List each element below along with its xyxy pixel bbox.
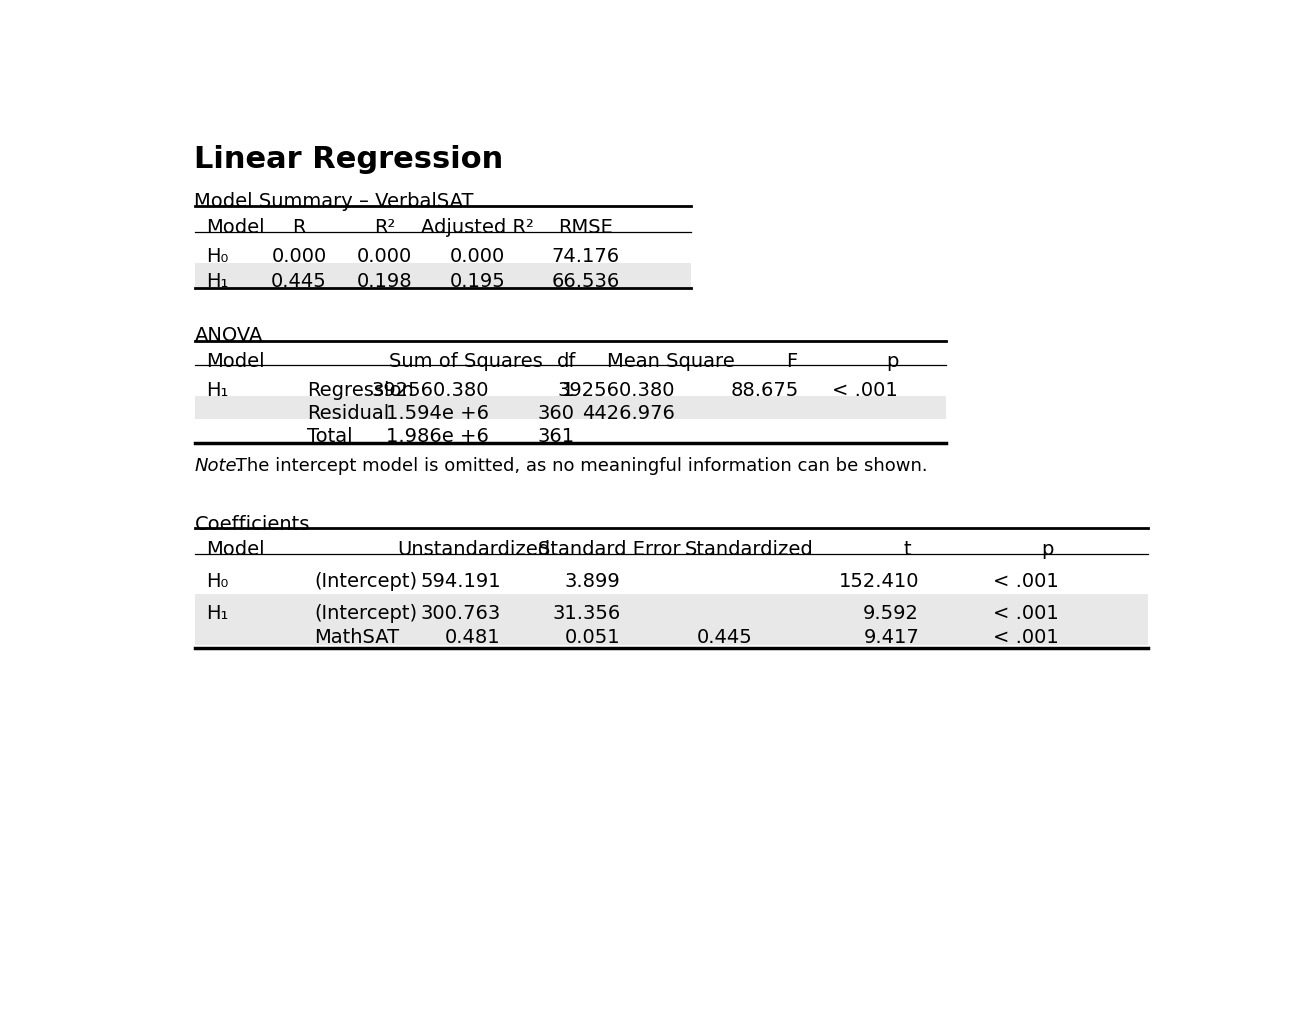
- Text: < .001: < .001: [832, 381, 899, 399]
- Text: Standardized: Standardized: [684, 539, 814, 558]
- Text: 0.198: 0.198: [357, 271, 412, 290]
- Text: Model Summary – VerbalSAT: Model Summary – VerbalSAT: [195, 192, 473, 211]
- Text: 360: 360: [538, 404, 574, 423]
- Text: 300.763: 300.763: [420, 604, 501, 623]
- Text: 0.195: 0.195: [450, 271, 505, 290]
- Text: 0.000: 0.000: [272, 247, 327, 266]
- Text: p: p: [1041, 539, 1053, 558]
- Text: 9.592: 9.592: [863, 604, 920, 623]
- Text: 1.986e +6: 1.986e +6: [386, 427, 489, 446]
- Text: Residual: Residual: [307, 404, 388, 423]
- Text: 0.445: 0.445: [271, 271, 327, 290]
- Text: Standard Error: Standard Error: [538, 539, 680, 558]
- Text: 392560.380: 392560.380: [557, 381, 675, 399]
- Bar: [195, 595, 1147, 645]
- Text: Sum of Squares: Sum of Squares: [388, 352, 543, 371]
- Text: H₁: H₁: [207, 381, 229, 399]
- Text: Model: Model: [207, 539, 264, 558]
- Text: The intercept model is omitted, as no meaningful information can be shown.: The intercept model is omitted, as no me…: [230, 457, 927, 474]
- Text: H₁: H₁: [207, 271, 229, 290]
- Bar: [195, 264, 691, 288]
- Text: 3.899: 3.899: [565, 572, 621, 590]
- Text: df: df: [557, 352, 577, 371]
- Text: 0.445: 0.445: [697, 627, 752, 646]
- Text: (Intercept): (Intercept): [315, 572, 417, 590]
- Text: t: t: [904, 539, 912, 558]
- Text: R: R: [293, 218, 306, 236]
- Text: 0.000: 0.000: [450, 247, 505, 266]
- Text: 1: 1: [562, 381, 574, 399]
- Text: ANOVA: ANOVA: [195, 326, 263, 345]
- Text: 0.051: 0.051: [565, 627, 621, 646]
- Text: H₁: H₁: [207, 604, 229, 623]
- Text: 31.356: 31.356: [552, 604, 621, 623]
- Text: Mean Square: Mean Square: [607, 352, 735, 371]
- Text: Model: Model: [207, 218, 264, 236]
- Text: H₀: H₀: [207, 247, 229, 266]
- Text: Regression: Regression: [307, 381, 413, 399]
- Text: R²: R²: [374, 218, 395, 236]
- Text: F: F: [786, 352, 797, 371]
- Text: 152.410: 152.410: [838, 572, 920, 590]
- Text: 9.417: 9.417: [863, 627, 920, 646]
- Text: Adjusted R²: Adjusted R²: [421, 218, 534, 236]
- Text: 4426.976: 4426.976: [582, 404, 675, 423]
- Text: Coefficients: Coefficients: [195, 515, 310, 534]
- Text: Note.: Note.: [195, 457, 243, 474]
- Text: Linear Regression: Linear Regression: [195, 146, 504, 174]
- Text: Model: Model: [207, 352, 264, 371]
- Bar: [195, 396, 946, 420]
- Text: 1.594e +6: 1.594e +6: [386, 404, 489, 423]
- Text: < .001: < .001: [993, 604, 1058, 623]
- Text: 74.176: 74.176: [552, 247, 620, 266]
- Text: 361: 361: [538, 427, 574, 446]
- Text: Unstandardized: Unstandardized: [396, 539, 551, 558]
- Text: < .001: < .001: [993, 572, 1058, 590]
- Text: (Intercept): (Intercept): [315, 604, 417, 623]
- Text: 594.191: 594.191: [420, 572, 501, 590]
- Text: Total: Total: [307, 427, 352, 446]
- Text: 0.481: 0.481: [445, 627, 501, 646]
- Text: 0.000: 0.000: [357, 247, 412, 266]
- Text: p: p: [886, 352, 899, 371]
- Text: 88.675: 88.675: [731, 381, 799, 399]
- Text: RMSE: RMSE: [559, 218, 613, 236]
- Text: 392560.380: 392560.380: [371, 381, 489, 399]
- Text: 66.536: 66.536: [552, 271, 620, 290]
- Text: MathSAT: MathSAT: [315, 627, 400, 646]
- Text: < .001: < .001: [993, 627, 1058, 646]
- Text: H₀: H₀: [207, 572, 229, 590]
